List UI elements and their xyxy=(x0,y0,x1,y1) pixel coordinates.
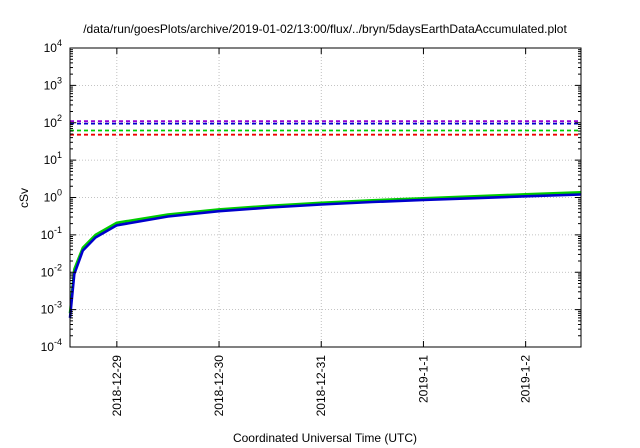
y-tick-label: 10-4 xyxy=(41,337,62,354)
y-tick-label: 102 xyxy=(44,113,62,130)
y-tick-label: 10-3 xyxy=(41,300,62,317)
y-tick-label: 100 xyxy=(44,188,62,205)
y-tick-label: 10-2 xyxy=(41,262,62,279)
x-tick-label: 2019-1-1 xyxy=(416,355,430,403)
x-tick-label: 2019-1-2 xyxy=(519,355,533,403)
y-tick-label: 104 xyxy=(44,38,62,55)
y-tick-label: 10-1 xyxy=(41,225,62,242)
y-axis: 10-4 10-3 10-2 10-1 100 101 102 103 104 xyxy=(41,38,581,354)
y-tick-label: 101 xyxy=(44,150,62,167)
y-tick-label: 103 xyxy=(44,75,62,92)
x-axis-label: Coordinated Universal Time (UTC) xyxy=(233,431,417,445)
dose-series-line xyxy=(68,193,582,319)
chart-title: /data/run/goesPlots/archive/2019-01-02/1… xyxy=(83,22,567,36)
x-tick-label: 2018-12-29 xyxy=(110,355,124,417)
x-tick-label: 2018-12-31 xyxy=(314,355,328,417)
series-layer xyxy=(68,120,582,319)
x-axis: 2018-12-29 2018-12-30 2018-12-31 2019-1-1 20… xyxy=(110,48,533,416)
dose-series-line xyxy=(68,191,582,314)
y-axis-label: cSv xyxy=(17,188,31,208)
x-tick-label: 2018-12-30 xyxy=(212,355,226,417)
